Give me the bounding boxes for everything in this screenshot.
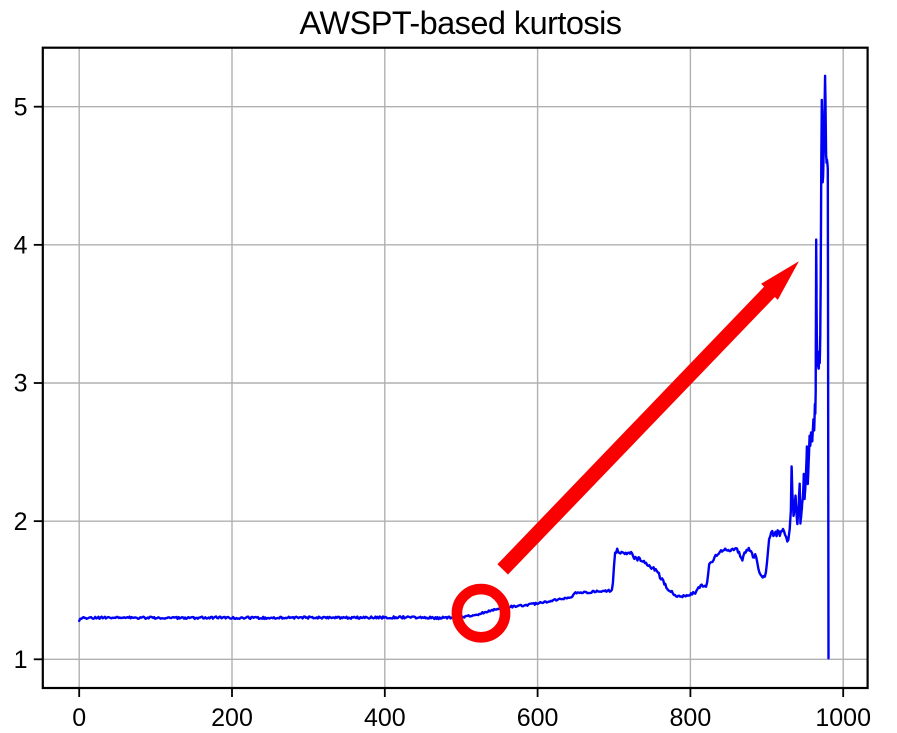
svg-text:0: 0 [72,704,86,732]
svg-text:1000: 1000 [815,704,871,732]
svg-text:5: 5 [14,93,28,121]
svg-text:3: 3 [14,370,28,398]
svg-text:400: 400 [364,704,406,732]
svg-text:1: 1 [14,646,28,674]
svg-text:2: 2 [14,508,28,536]
svg-text:800: 800 [670,704,712,732]
svg-text:4: 4 [14,232,28,260]
svg-text:200: 200 [211,704,253,732]
svg-text:AWSPT-based kurtosis: AWSPT-based kurtosis [300,5,622,41]
svg-text:600: 600 [517,704,559,732]
